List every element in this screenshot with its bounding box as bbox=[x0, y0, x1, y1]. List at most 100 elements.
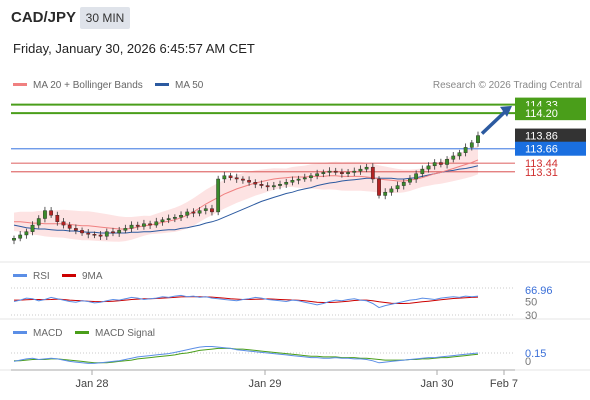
candle-body bbox=[197, 210, 202, 214]
symbol-title: CAD/JPY bbox=[11, 9, 77, 26]
candle-body bbox=[463, 147, 468, 153]
candle-body bbox=[457, 152, 462, 157]
legend-rsi-ma: 9MA bbox=[62, 271, 103, 282]
candle-body bbox=[216, 178, 221, 213]
level-label-bg-1 bbox=[515, 106, 586, 121]
candle-body bbox=[309, 175, 313, 178]
rsi-ma-swatch bbox=[62, 273, 76, 277]
level-label-bg-3 bbox=[515, 141, 586, 156]
candle-body bbox=[358, 168, 363, 172]
credit-label: Research © 2026 Trading Central bbox=[432, 80, 582, 91]
candle-body bbox=[36, 218, 41, 226]
candle-body bbox=[61, 221, 66, 226]
candle-body bbox=[383, 191, 388, 196]
candle-body bbox=[370, 166, 375, 180]
candle-body bbox=[30, 224, 35, 232]
ma20-line bbox=[14, 159, 479, 230]
candle-body bbox=[228, 175, 233, 178]
candle-body bbox=[426, 165, 431, 170]
datetime-label: Friday, January 30, 2026 6:45:57 AM CET bbox=[13, 41, 255, 56]
candle-body bbox=[179, 215, 183, 218]
candle-body bbox=[67, 224, 72, 229]
candle-body bbox=[172, 216, 177, 219]
level-label-3: 113.66 bbox=[525, 144, 558, 156]
candle-body bbox=[154, 221, 159, 226]
candle-body bbox=[111, 231, 115, 234]
ma50-line bbox=[13, 165, 479, 234]
candle-body bbox=[389, 188, 394, 193]
macd-level-label-0: 0.15 bbox=[525, 348, 546, 360]
legend-macd: MACD bbox=[13, 328, 62, 339]
legend-macd-signal-label: MACD Signal bbox=[95, 328, 156, 339]
candle-body bbox=[476, 135, 480, 143]
candle-body bbox=[203, 208, 208, 211]
legend-rsi-ma-label: 9MA bbox=[82, 271, 103, 282]
candle-body bbox=[364, 166, 369, 170]
legend-ma20-label: MA 20 + Bollinger Bands bbox=[33, 80, 143, 91]
candle-body bbox=[18, 234, 23, 239]
legend-macd-label: MACD bbox=[33, 328, 63, 339]
candle-body bbox=[321, 172, 326, 174]
macd-level-label-1: 0 bbox=[525, 356, 531, 368]
candle-body bbox=[142, 223, 146, 227]
candle-body bbox=[73, 228, 78, 231]
candle-body bbox=[259, 184, 264, 186]
candle-body bbox=[98, 234, 103, 237]
candle-body bbox=[166, 218, 171, 221]
macd-signal-swatch bbox=[75, 330, 89, 334]
candle-body bbox=[241, 178, 245, 181]
candle-body bbox=[346, 172, 350, 174]
candle-body bbox=[284, 182, 289, 185]
candle-body bbox=[265, 185, 270, 188]
candle-body bbox=[135, 224, 140, 227]
candle-body bbox=[12, 238, 16, 241]
candle-body bbox=[290, 180, 295, 183]
candle-body bbox=[432, 162, 437, 167]
rsi-swatch bbox=[13, 273, 27, 277]
candle-body bbox=[395, 185, 400, 190]
macd-swatch bbox=[13, 330, 27, 334]
candle-body bbox=[210, 208, 214, 213]
candle-body bbox=[43, 210, 47, 219]
candle-body bbox=[414, 173, 419, 180]
candle-body bbox=[123, 228, 128, 231]
candle-body bbox=[129, 224, 134, 229]
candle-body bbox=[160, 219, 165, 222]
candle-body bbox=[445, 159, 449, 165]
candle-body bbox=[271, 185, 276, 188]
legend-rsi-label: RSI bbox=[33, 271, 50, 282]
rsi-line bbox=[13, 294, 479, 309]
candle-body bbox=[302, 177, 307, 180]
candle-body bbox=[469, 142, 474, 148]
x-tick-label-0: Jan 28 bbox=[75, 378, 108, 390]
forecast-arrow-head bbox=[500, 105, 512, 117]
candle-body bbox=[191, 211, 196, 214]
legend-ma20: MA 20 + Bollinger Bands bbox=[13, 80, 143, 91]
candle-body bbox=[148, 223, 152, 226]
candle-body bbox=[234, 177, 239, 180]
rsi-level-label-0: 66.96 bbox=[525, 285, 553, 297]
candle-body bbox=[49, 210, 53, 216]
candle-body bbox=[377, 178, 381, 196]
level-label-1: 114.20 bbox=[525, 108, 558, 120]
legend-macd-signal: MACD Signal bbox=[75, 328, 155, 339]
macd-line bbox=[13, 346, 479, 364]
candle-body bbox=[185, 211, 190, 216]
x-tick-label-2: Jan 30 bbox=[420, 378, 453, 390]
candle-body bbox=[333, 170, 338, 173]
candle-body bbox=[253, 182, 258, 185]
candle-body bbox=[451, 155, 456, 160]
candle-body bbox=[86, 232, 91, 235]
candle-body bbox=[327, 170, 332, 173]
legend-rsi: RSI bbox=[13, 271, 50, 282]
level-label-4: 113.44 bbox=[525, 158, 558, 170]
x-tick-label-3: Feb 7 bbox=[490, 378, 518, 390]
level-label-2: 113.86 bbox=[525, 131, 558, 143]
ma50-swatch bbox=[155, 82, 169, 86]
candle-body bbox=[340, 172, 344, 174]
candle-body bbox=[55, 215, 60, 222]
timeframe-badge[interactable]: 30 MIN bbox=[80, 7, 130, 29]
candle-body bbox=[439, 162, 443, 165]
level-label-bg-2 bbox=[515, 128, 586, 143]
